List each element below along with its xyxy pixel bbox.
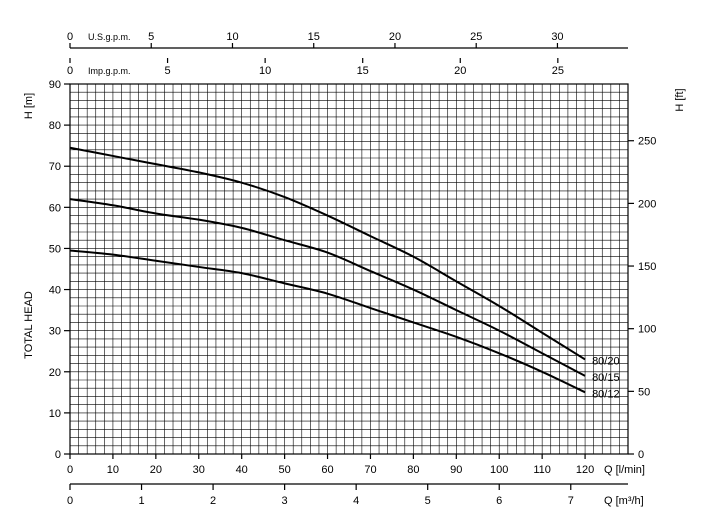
plot-frame xyxy=(69,83,629,455)
curves xyxy=(69,146,586,394)
curve-label-80-12: 80/12 xyxy=(592,388,620,400)
x-impgpm-tick-label: 5 xyxy=(165,65,171,77)
x-tick-label: 20 xyxy=(150,464,162,476)
x-m3h-axis-title: Q [m³/h] xyxy=(604,495,644,507)
y2-axis-title: H [ft] xyxy=(674,88,686,111)
x-m3h-tick-label: 6 xyxy=(496,495,502,507)
y-axis-title: TOTAL HEAD xyxy=(23,291,35,359)
x-tick-label: 90 xyxy=(450,464,462,476)
x-usgpm-tick-label: 10 xyxy=(226,31,238,43)
x-axis-title: Q [l/min] xyxy=(604,464,645,476)
x-tick-label: 60 xyxy=(321,464,333,476)
grid xyxy=(69,83,629,455)
y-tick-label: 50 xyxy=(49,243,61,255)
x-impgpm-tick-label: 25 xyxy=(552,65,564,77)
curve-80-15 xyxy=(69,198,586,377)
x-usgpm-tick-label: 30 xyxy=(551,31,563,43)
curve-80-12 xyxy=(69,249,586,394)
x-m3h-tick-label: 5 xyxy=(425,495,431,507)
x-impgpm-tick-label: 10 xyxy=(259,65,271,77)
x-tick-label: 10 xyxy=(107,464,119,476)
x-tick-label: 80 xyxy=(407,464,419,476)
x-m3h-tick-label: 4 xyxy=(353,495,359,507)
curve-label-80-20: 80/20 xyxy=(592,355,620,367)
y-tick-label: 40 xyxy=(49,285,61,297)
axes xyxy=(64,43,634,490)
x-m3h-tick-label: 2 xyxy=(210,495,216,507)
x-usgpm-tick-label: 15 xyxy=(308,31,320,43)
x-usgpm-axis-title: U.S.g.p.m. xyxy=(88,32,131,42)
y-tick-label: 80 xyxy=(49,120,61,132)
x-usgpm-tick-label: 5 xyxy=(148,31,154,43)
y2-tick-label: 0 xyxy=(638,449,644,461)
x-tick-label: 110 xyxy=(533,464,551,476)
y-tick-label: 20 xyxy=(49,367,61,379)
x-impgpm-axis-title: Imp.g.p.m. xyxy=(88,66,131,76)
y2-tick-label: 100 xyxy=(638,324,656,336)
x-m3h-tick-label: 3 xyxy=(282,495,288,507)
x-tick-label: 100 xyxy=(490,464,508,476)
x-impgpm-tick-label: 15 xyxy=(357,65,369,77)
x-impgpm-tick-label: 20 xyxy=(454,65,466,77)
x-m3h-tick-label: 7 xyxy=(568,495,574,507)
y-tick-label: 60 xyxy=(49,202,61,214)
y-tick-label: 10 xyxy=(49,408,61,420)
x-usgpm-tick-label: 20 xyxy=(389,31,401,43)
y2-tick-label: 200 xyxy=(638,198,656,210)
y-tick-label: 70 xyxy=(49,161,61,173)
y-tick-label: 90 xyxy=(49,79,61,91)
x-impgpm-tick-label: 0 xyxy=(67,65,73,77)
x-tick-label: 0 xyxy=(67,464,73,476)
y-tick-label: 0 xyxy=(55,449,61,461)
y-tick-label: 30 xyxy=(49,326,61,338)
x-m3h-tick-label: 1 xyxy=(138,495,144,507)
x-usgpm-tick-label: 25 xyxy=(470,31,482,43)
y2-tick-label: 250 xyxy=(638,136,656,148)
x-tick-label: 120 xyxy=(576,464,594,476)
curve-label-80-15: 80/15 xyxy=(592,372,620,384)
y-unit-label: H [m] xyxy=(23,93,35,119)
y2-tick-label: 50 xyxy=(638,386,650,398)
x-tick-label: 50 xyxy=(278,464,290,476)
x-m3h-tick-label: 0 xyxy=(67,495,73,507)
x-tick-label: 40 xyxy=(236,464,248,476)
x-tick-label: 70 xyxy=(364,464,376,476)
curve-80-20 xyxy=(69,146,586,361)
x-usgpm-tick-label: 0 xyxy=(67,31,73,43)
y2-tick-label: 150 xyxy=(638,261,656,273)
x-tick-label: 30 xyxy=(193,464,205,476)
